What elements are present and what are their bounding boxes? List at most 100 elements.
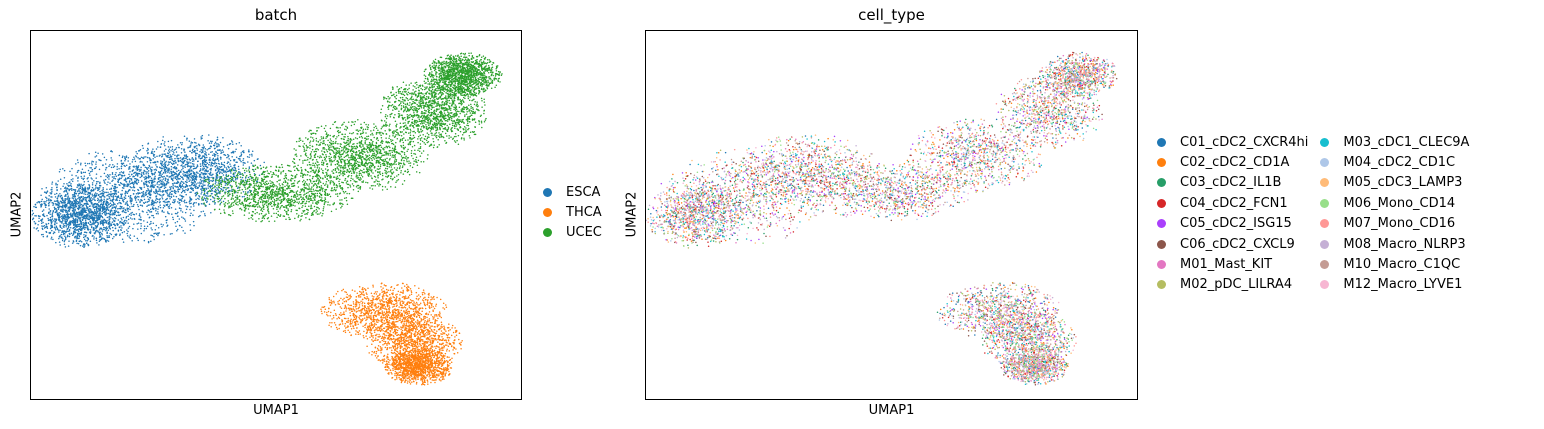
data-point [404,295,407,297]
data-point [89,223,91,226]
data-point [146,221,149,223]
data-point [103,218,105,220]
data-point [84,164,87,167]
data-point [119,171,121,174]
data-point [122,216,125,219]
data-point [49,213,51,216]
data-point [180,209,182,212]
data-point [70,187,73,190]
data-point [58,214,60,216]
data-point [181,211,184,213]
data-point [78,235,81,238]
data-point [153,235,155,238]
data-point [185,205,187,207]
data-point [109,227,111,230]
data-point [182,196,185,198]
data-point [237,157,240,160]
data-point [220,187,222,190]
data-point [78,189,80,191]
data-point [50,236,53,239]
data-point [83,215,86,217]
data-point [193,171,195,174]
data-point [132,183,135,186]
data-point [94,184,97,187]
data-point [399,347,402,350]
data-point [63,240,66,243]
data-point [192,220,195,223]
data-point [160,162,162,164]
data-point [72,207,75,210]
data-point [68,232,71,235]
data-point [208,142,211,144]
data-point [201,179,203,182]
data-point [81,168,84,171]
data-point [104,182,106,184]
data-point [155,148,158,150]
data-point [170,193,172,195]
data-point [153,178,155,181]
data-point [82,198,85,201]
data-point [135,197,138,199]
data-point [71,234,74,237]
data-point [85,197,88,199]
data-point [40,205,43,207]
data-point [163,162,166,164]
data-point [115,214,118,217]
data-point [387,353,389,355]
data-point [62,223,65,225]
data-point [34,214,36,217]
data-point [122,172,125,174]
data-point [162,190,164,192]
data-point [203,160,206,163]
data-point [371,295,374,297]
data-point [180,147,183,150]
data-point [181,226,183,228]
data-point [78,237,80,240]
data-point [150,227,152,229]
data-point [99,207,101,209]
data-point [220,150,222,152]
data-point [136,174,139,176]
data-point [172,179,174,182]
data-point [81,208,84,211]
data-point [50,222,53,225]
data-point [154,192,157,195]
data-point [424,332,427,335]
data-point [209,187,212,189]
data-point [153,201,155,203]
data-point [188,146,191,148]
data-point [413,301,415,303]
data-point [67,206,70,209]
data-point [185,189,187,191]
data-point [168,167,170,170]
data-point [203,162,205,164]
data-point [170,172,173,175]
data-point [33,205,35,208]
data-point [258,174,261,176]
data-point [55,218,58,221]
data-point [108,195,110,198]
data-point [159,206,162,209]
data-point [363,330,365,333]
data-point [214,203,216,205]
data-point [152,186,155,189]
data-point [133,223,135,225]
data-point [177,187,179,189]
data-point [137,157,139,159]
data-point [198,170,201,172]
data-point [88,184,90,186]
data-point [374,339,377,341]
data-point [87,169,90,172]
data-point [200,181,203,183]
data-point [133,189,136,192]
data-point [202,194,205,196]
data-point [103,226,105,229]
data-point [120,229,122,231]
data-point [171,213,173,215]
data-point [71,219,74,222]
data-point [199,150,201,153]
data-point [39,201,41,203]
data-point [114,187,117,189]
data-point [95,237,98,240]
data-point [399,303,401,305]
